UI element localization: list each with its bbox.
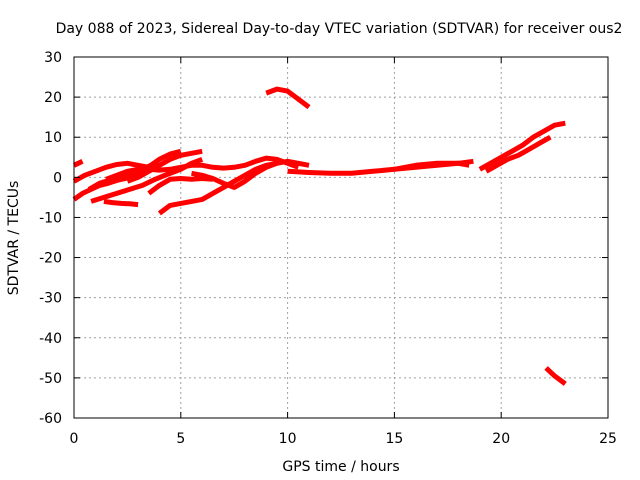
x-tick-label: 20 [492, 431, 510, 447]
series-arc-12 [265, 86, 311, 110]
grid-lines [74, 57, 608, 418]
series-arc-7 [103, 198, 139, 208]
y-tick-label: -60 [39, 411, 62, 427]
x-tick-label: 0 [70, 431, 79, 447]
y-tick-label: -40 [39, 331, 62, 347]
series-arc-14 [394, 158, 474, 172]
x-axis-label: GPS time / hours [282, 459, 399, 475]
y-tick-label: 10 [44, 130, 62, 146]
chart-title: Day 088 of 2023, Sidereal Day-to-day VTE… [56, 21, 623, 37]
y-tick-label: -20 [39, 251, 62, 267]
series-arc-9 [147, 176, 213, 196]
series-arc-16 [484, 135, 552, 174]
y-tick-label: -10 [39, 210, 62, 226]
axis-ticks: 0 5 10 15 20 25 30 20 10 0 -10 -20 -30 -40 -50 -60 [39, 50, 617, 447]
y-tick-label: 20 [44, 90, 62, 106]
series-arc-1 [72, 159, 84, 168]
y-tick-label: -30 [39, 291, 62, 307]
y-tick-label: -50 [39, 371, 62, 387]
series-arc-11 [191, 158, 310, 190]
x-tick-label: 15 [385, 431, 403, 447]
series-arc-15 [478, 120, 566, 172]
plot-frame [73, 56, 609, 419]
x-tick-label: 10 [279, 431, 297, 447]
series-arc-17 [544, 366, 567, 386]
data-series [72, 86, 567, 386]
series-arc-8 [126, 148, 203, 184]
y-axis-label: SDTVAR / TECUs [6, 181, 22, 296]
x-tick-label: 5 [176, 431, 185, 447]
series-arc-6 [105, 155, 300, 182]
x-tick-label: 25 [599, 431, 617, 447]
y-tick-label: 30 [44, 50, 62, 66]
series-arc-10 [157, 160, 278, 216]
series-arc-2 [72, 160, 150, 184]
y-tick-label: 0 [53, 170, 62, 186]
